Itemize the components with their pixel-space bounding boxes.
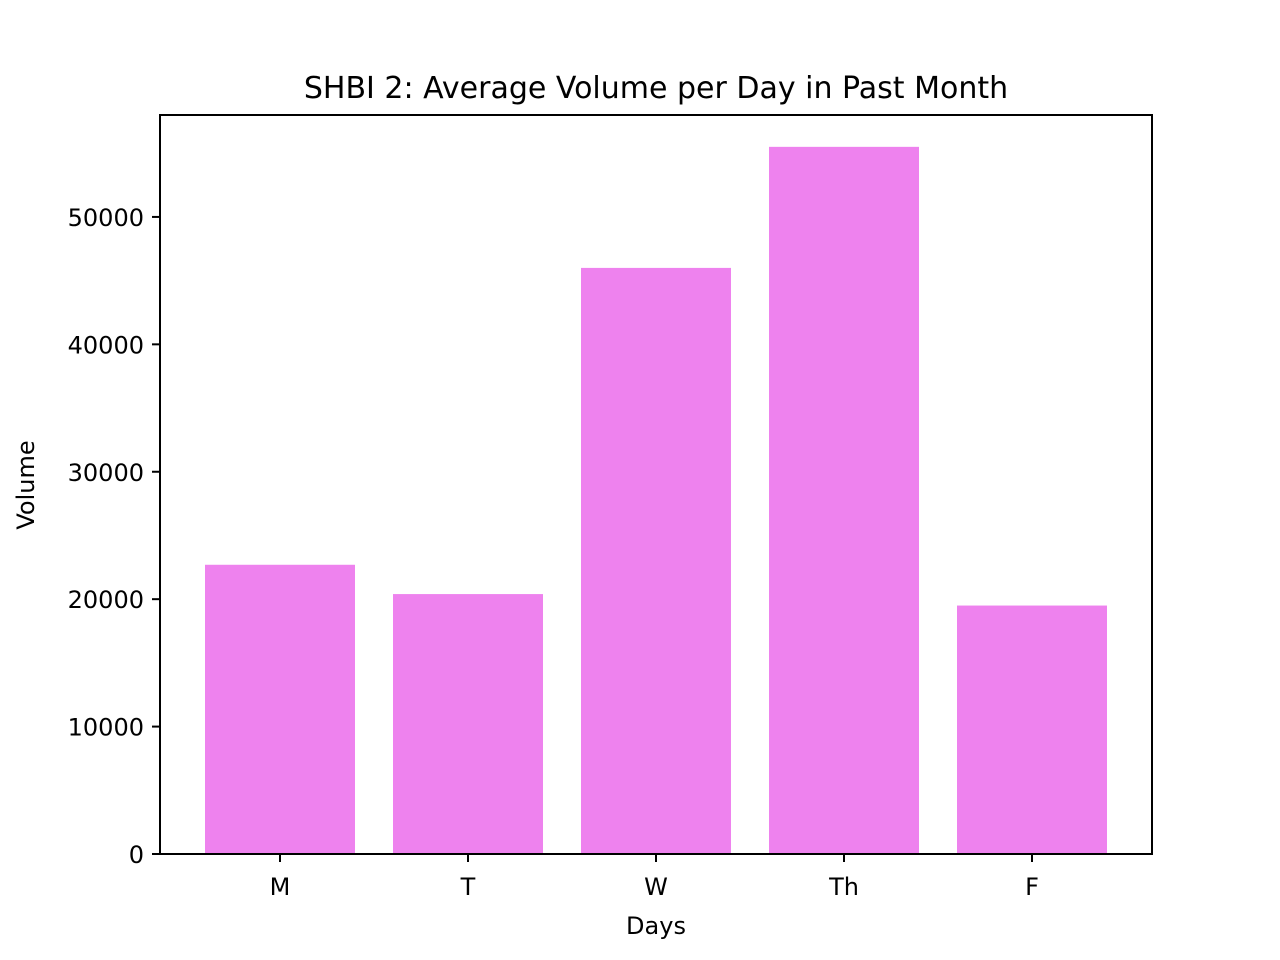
chart-title: SHBI 2: Average Volume per Day in Past M… <box>304 71 1008 106</box>
bar-m <box>205 564 355 854</box>
bar-w <box>581 267 731 854</box>
x-tick-label: T <box>460 873 476 901</box>
y-tick-label: 0 <box>129 841 144 869</box>
bars-group <box>205 146 1107 854</box>
bar-t <box>393 594 543 854</box>
y-tick-label: 40000 <box>68 331 144 359</box>
bar-th <box>769 146 919 854</box>
y-tick-label: 20000 <box>68 586 144 614</box>
y-axis-label: Volume <box>12 440 40 529</box>
x-axis-ticks: M T W Th F <box>270 854 1039 901</box>
bar-f <box>957 605 1107 854</box>
x-tick-label: M <box>270 873 291 901</box>
x-tick-label: W <box>644 873 668 901</box>
x-tick-label: Th <box>828 873 859 901</box>
plot-frame <box>159 114 1153 855</box>
x-tick-label: F <box>1025 873 1039 901</box>
y-axis-ticks: 0 10000 20000 30000 40000 50000 <box>68 204 160 869</box>
y-tick-label: 30000 <box>68 459 144 487</box>
y-tick-label: 10000 <box>68 714 144 742</box>
y-tick-label: 50000 <box>68 204 144 232</box>
x-axis-label: Days <box>626 912 686 940</box>
